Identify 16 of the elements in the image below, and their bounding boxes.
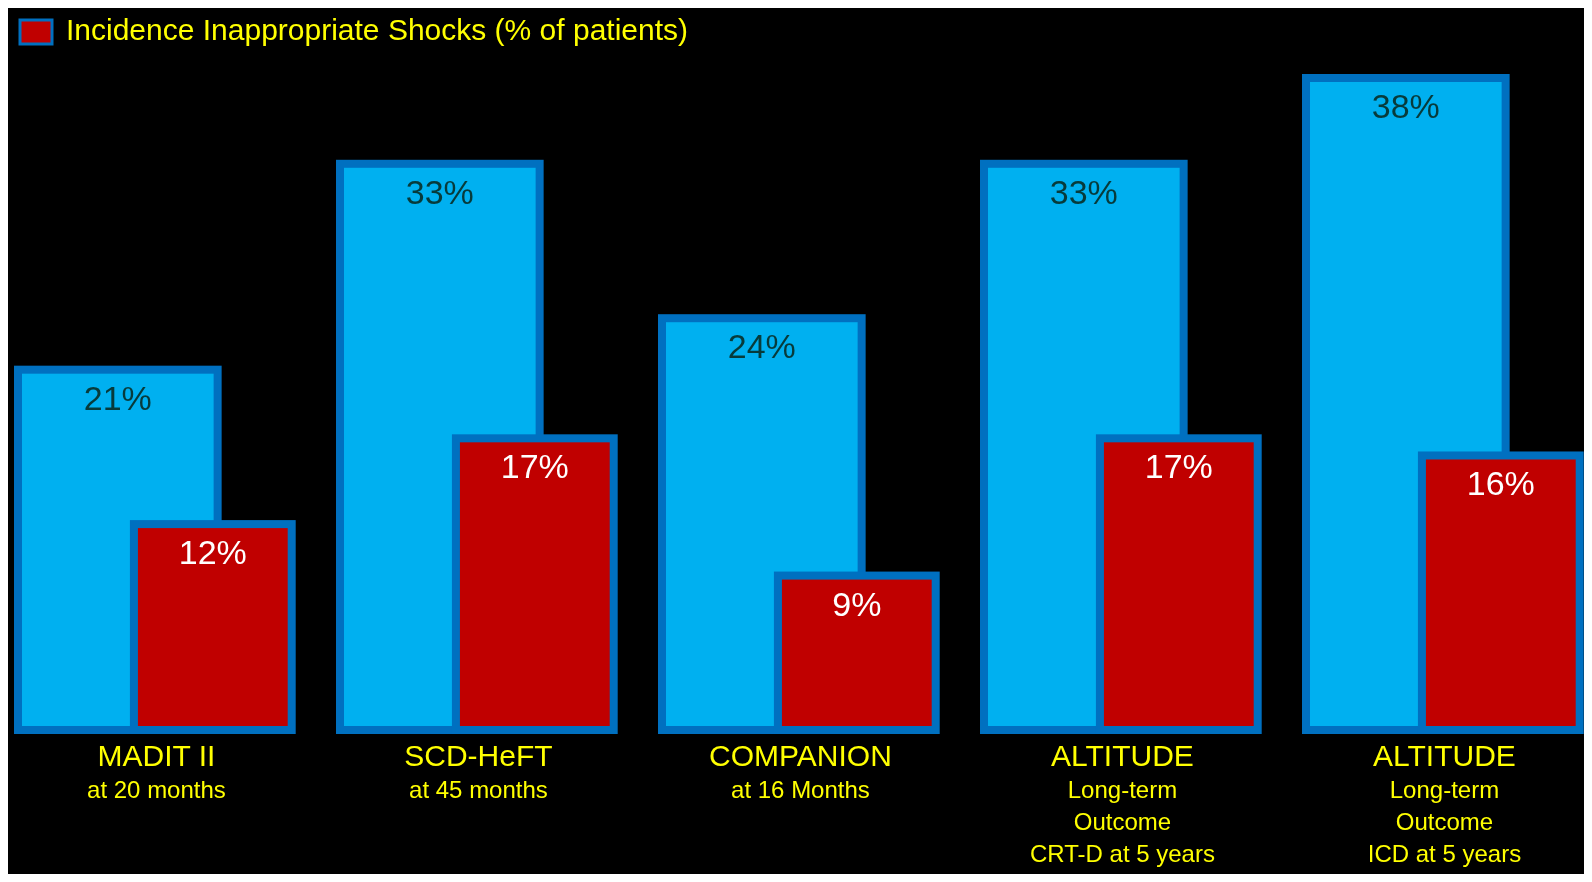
data-label: 21%	[83, 378, 152, 417]
data-label: 17%	[500, 447, 569, 486]
data-label: 12%	[178, 533, 247, 572]
data-label: 38%	[1371, 87, 1440, 125]
x-tick-label: COMPANION at 16 Months	[709, 739, 892, 803]
x-tick-label: ALTITUDE Long-term Outcome ICD at 5 years	[1367, 739, 1522, 867]
data-label: 33%	[1049, 172, 1118, 211]
x-tick-label: SCD-HeFT at 45 months	[404, 739, 553, 803]
legend-label: Incidence Inappropriate Shocks (% of patients)	[66, 13, 689, 46]
data-label: 17%	[1144, 447, 1213, 486]
data-label: 9%	[832, 584, 882, 623]
data-label: 24%	[727, 327, 796, 366]
data-label: 16%	[1466, 464, 1535, 503]
x-tick-label: ALTITUDE Long-term Outcome CRT-D at 5 years	[1029, 739, 1215, 867]
data-label: 33%	[405, 172, 474, 211]
x-tick-label: MADIT II at 20 months	[87, 739, 226, 803]
